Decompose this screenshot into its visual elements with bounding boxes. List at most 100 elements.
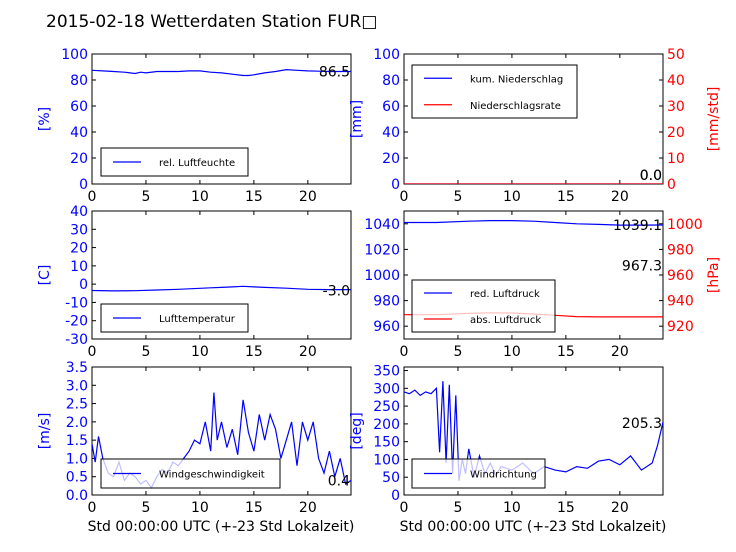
x-tick-label: 20 [299, 500, 317, 516]
current-value-label: 1039.1 [613, 218, 662, 234]
figure-title: 2015-02-18 Wetterdaten Station FUR□ [46, 12, 377, 32]
y-right-tick-label: 0 [667, 177, 676, 193]
x-tick-label: 10 [503, 189, 521, 205]
y-tick-label: 0 [391, 177, 400, 193]
x-tick-label: 10 [503, 500, 521, 516]
y-tick-label: 40 [382, 125, 400, 141]
y-right-tick-label: 10 [667, 151, 685, 167]
x-tick-label: 20 [611, 500, 629, 516]
x-tick-label: 15 [557, 189, 575, 205]
y-tick-label: 100 [373, 47, 400, 63]
y-tick-label: 80 [382, 73, 400, 89]
y-tick-label: 200 [373, 417, 400, 433]
legend-label: Lufttemperatur [159, 314, 236, 325]
x-tick-label: 5 [453, 500, 462, 516]
x-tick-label: 0 [88, 344, 97, 360]
y-tick-label: 960 [373, 319, 400, 335]
x-tick-label: 5 [141, 500, 150, 516]
current-value-label: 0.0 [640, 168, 662, 184]
y-tick-label: 1.5 [66, 433, 88, 449]
y-tick-label: -20 [65, 314, 88, 330]
y-axis-label: [C] [37, 265, 53, 286]
legend-box [411, 279, 556, 333]
y-right-tick-label: 1000 [667, 217, 703, 233]
y-tick-label: 2.0 [66, 415, 88, 431]
series-line-0 [92, 68, 351, 77]
y-tick-label: -30 [65, 332, 88, 348]
y-tick-label: 0.5 [66, 470, 88, 486]
x-tick-label: 20 [611, 189, 629, 205]
y-tick-label: 300 [373, 381, 400, 397]
y-tick-label: 100 [373, 452, 400, 468]
x-tick-label: 20 [299, 189, 317, 205]
x-tick-label: 10 [191, 500, 209, 516]
y-tick-label: 0 [391, 488, 400, 504]
y-axis-right-label: [mm/std] [706, 87, 722, 152]
x-tick-label: 0 [400, 344, 409, 360]
y-right-tick-label: 980 [667, 242, 694, 258]
y-tick-label: 30 [70, 222, 88, 238]
y-tick-label: 1.0 [66, 451, 88, 467]
x-tick-label: 10 [191, 344, 209, 360]
y-tick-label: 60 [382, 99, 400, 115]
x-tick-label: 15 [245, 189, 263, 205]
y-tick-label: 980 [373, 294, 400, 310]
y-axis-label: [m/s] [37, 413, 53, 450]
y-tick-label: -10 [65, 295, 88, 311]
series-line-0 [92, 285, 351, 292]
y-tick-label: 50 [382, 470, 400, 486]
x-tick-label: 15 [245, 500, 263, 516]
legend-box [411, 458, 546, 489]
x-tick-label: 20 [299, 344, 317, 360]
chart-humidity: 0 5 10 15 20 0 20 40 60 80 100 [%] rel. Luftfeuchte 8… [37, 47, 352, 205]
y-tick-label: 1040 [364, 217, 400, 233]
x-tick-label: 5 [453, 344, 462, 360]
y-right-tick-label: 30 [667, 99, 685, 115]
chart-wind_speed: 0 5 10 15 20 0.0 0.5 1.0 1.5 2.0 2.5 3.0 3.5 [m/s] Win… [37, 360, 352, 516]
y-right-tick-label: 920 [667, 319, 694, 335]
y-tick-label: 1000 [364, 268, 400, 284]
x-tick-label: 10 [191, 189, 209, 205]
y-tick-label: 350 [373, 364, 400, 380]
y-tick-label: 20 [70, 151, 88, 167]
current-value-label: 86.5 [319, 65, 350, 81]
legend-label: abs. Luftdruck [470, 315, 541, 326]
current-value-label: 205.3 [622, 416, 662, 432]
y-axis-label: [mm] [349, 100, 365, 138]
x-tick-label: 15 [245, 344, 263, 360]
y-tick-label: 150 [373, 435, 400, 451]
chart-wind_dir: 0 5 10 15 20050100150200250300350[deg]Windri… [349, 364, 664, 516]
legend-label: Windgeschwindigkeit [159, 470, 265, 481]
x-tick-label: 15 [557, 344, 575, 360]
y-tick-label: 10 [70, 259, 88, 275]
y-axis-label: [deg] [349, 412, 365, 449]
y-right-tick-label: 960 [667, 268, 694, 284]
legend-label: kum. Niederschlag [470, 74, 563, 85]
chart-precip: 0 5 10 15 20 0 20 40 60 80 100 0 10 20 30 40 50 [mm] [mm/s… [349, 47, 722, 205]
current-value-right-label: 0.0 [640, 168, 662, 184]
y-right-tick-label: 40 [667, 73, 685, 89]
y-tick-label: 0.0 [66, 488, 88, 504]
y-tick-label: 3.5 [66, 360, 88, 376]
legend-box [411, 64, 578, 119]
series-line-0 [404, 220, 663, 226]
current-value-label: -3.0 [323, 284, 350, 300]
x-tick-label: 15 [557, 500, 575, 516]
y-right-tick-label: 20 [667, 125, 685, 141]
y-tick-label: 40 [70, 125, 88, 141]
y-tick-label: 20 [382, 151, 400, 167]
y-tick-label: 40 [70, 204, 88, 220]
y-axis-right-label: [hPa] [706, 257, 722, 293]
current-value-right-label: 967.3 [622, 259, 662, 275]
y-tick-label: 3.0 [66, 378, 88, 394]
x-tick-label: 0 [88, 189, 97, 205]
chart-pressure: 0 5 10 15 20 960 980 1000 1020 1040 920 940 960 980 10… [364, 210, 722, 360]
y-tick-label: 60 [70, 99, 88, 115]
current-value-label: 0.4 [328, 473, 350, 489]
x-tick-label: 0 [88, 500, 97, 516]
y-right-tick-label: 50 [667, 47, 685, 63]
x-tick-label: 10 [503, 344, 521, 360]
legend-label: rel. Luftfeuchte [159, 158, 235, 169]
y-right-tick-label: 940 [667, 294, 694, 310]
